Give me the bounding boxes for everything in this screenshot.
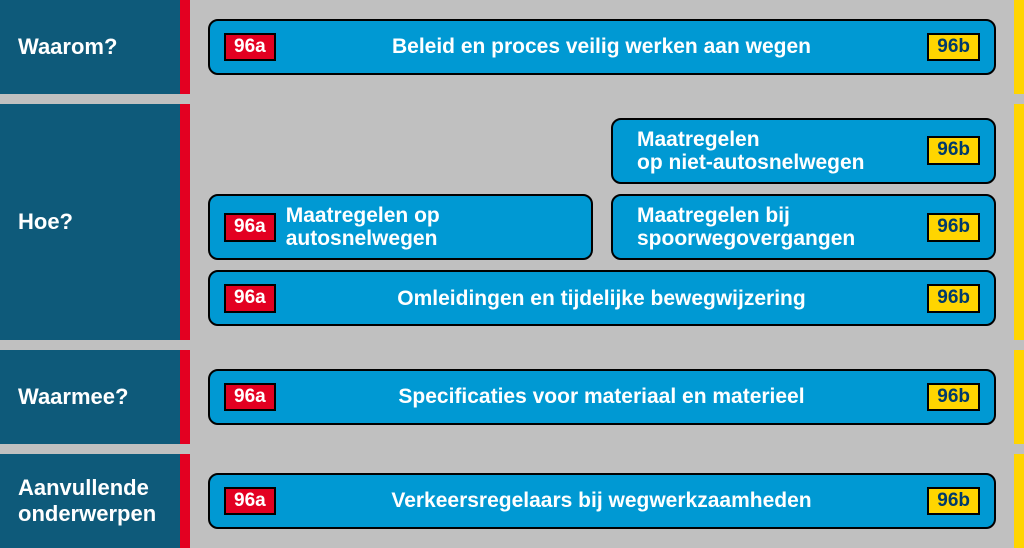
tag-96a: 96a (224, 284, 276, 313)
tag-96b: 96b (927, 284, 980, 313)
tag-96a: 96a (224, 33, 276, 62)
tag-96b: 96b (927, 213, 980, 242)
box-beleid: 96a Beleid en proces veilig werken aan w… (208, 19, 996, 75)
box-omleidingen: 96a Omleidingen en tijdelijke bewegwijze… (208, 270, 996, 326)
stripe-red (180, 454, 190, 548)
tag-96a: 96a (224, 213, 276, 242)
content-waarom: 96a Beleid en proces veilig werken aan w… (190, 0, 1014, 94)
label-text: Hoe? (18, 209, 73, 235)
row-aanvullend: Aanvullendeonderwerpen 96a Verkeersregel… (0, 454, 1024, 548)
box-autosnelwegen: 96a Maatregelen op autosnelwegen (208, 194, 593, 260)
label-text: Waarom? (18, 34, 117, 60)
box-specificaties: 96a Specificaties voor materiaal en mate… (208, 369, 996, 425)
tag-96b: 96b (927, 33, 980, 62)
box-niet-autosnelwegen: Maatregelenop niet-autosnelwegen 96b (611, 118, 996, 184)
tag-96a: 96a (224, 383, 276, 412)
box-text: Beleid en proces veilig werken aan wegen (276, 35, 928, 58)
tag-96b: 96b (927, 136, 980, 165)
diagram-container: Waarom? 96a Beleid en proces veilig werk… (0, 0, 1024, 541)
row-waarmee: Waarmee? 96a Specificaties voor materiaa… (0, 350, 1024, 444)
tag-96a: 96a (224, 487, 276, 516)
stripe-yellow (1014, 104, 1024, 340)
stripe-red (180, 350, 190, 444)
box-spoorweg: Maatregelen bijspoorwegovergangen 96b (611, 194, 996, 260)
hoe-top-row: Maatregelenop niet-autosnelwegen 96b (208, 118, 996, 184)
box-text: Verkeersregelaars bij wegwerkzaamheden (276, 489, 928, 512)
box-text: Omleidingen en tijdelijke bewegwijzering (276, 287, 928, 310)
box-text: Maatregelenop niet-autosnelwegen (627, 128, 927, 174)
row-hoe: Hoe? Maatregelenop niet-autosnelwegen 96… (0, 104, 1024, 340)
hoe-stack: Maatregelenop niet-autosnelwegen 96b 96a… (208, 118, 996, 326)
box-verkeersregelaars: 96a Verkeersregelaars bij wegwerkzaamhed… (208, 473, 996, 529)
label-waarom: Waarom? (0, 0, 180, 94)
stripe-yellow (1014, 0, 1024, 94)
label-aanvullend: Aanvullendeonderwerpen (0, 454, 180, 548)
content-hoe: Maatregelenop niet-autosnelwegen 96b 96a… (190, 104, 1014, 340)
label-waarmee: Waarmee? (0, 350, 180, 444)
tag-96b: 96b (927, 487, 980, 516)
stripe-yellow (1014, 454, 1024, 548)
label-text: Waarmee? (18, 384, 128, 410)
stripe-yellow (1014, 350, 1024, 444)
content-aanvullend: 96a Verkeersregelaars bij wegwerkzaamhed… (190, 454, 1014, 548)
label-text: Aanvullendeonderwerpen (18, 475, 156, 528)
stripe-red (180, 104, 190, 340)
content-waarmee: 96a Specificaties voor materiaal en mate… (190, 350, 1014, 444)
box-text: Specificaties voor materiaal en materiee… (276, 385, 928, 408)
label-hoe: Hoe? (0, 104, 180, 340)
tag-96b: 96b (927, 383, 980, 412)
row-waarom: Waarom? 96a Beleid en proces veilig werk… (0, 0, 1024, 94)
stripe-red (180, 0, 190, 94)
box-text: Maatregelen bijspoorwegovergangen (627, 204, 927, 250)
box-text: Maatregelen op autosnelwegen (276, 204, 577, 250)
hoe-mid-row: 96a Maatregelen op autosnelwegen Maatreg… (208, 194, 996, 260)
